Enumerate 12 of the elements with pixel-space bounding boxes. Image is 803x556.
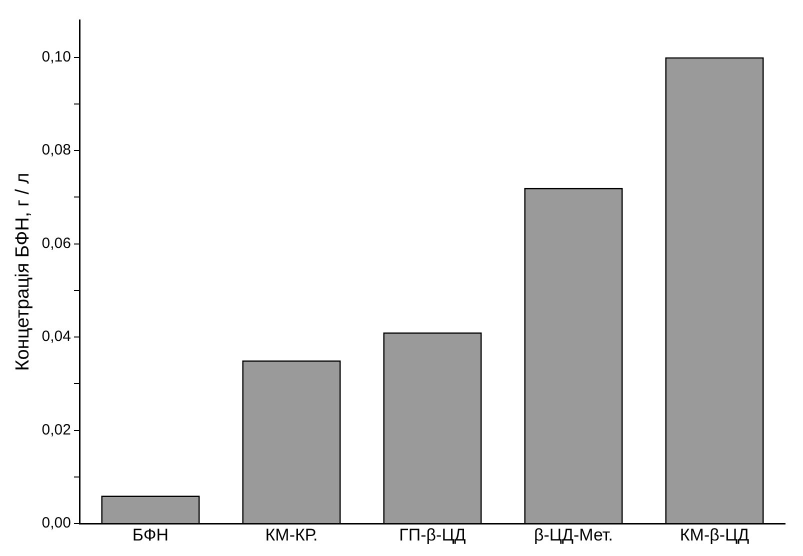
y-tick-label: 0,08 bbox=[42, 142, 71, 159]
x-tick-label: КМ-КР. bbox=[265, 525, 318, 544]
x-tick-label: ГП-β-ЦД bbox=[399, 525, 466, 544]
y-tick-label: 0,02 bbox=[42, 421, 71, 438]
y-tick-label: 0,10 bbox=[42, 48, 71, 66]
x-tick-label: КМ-β-ЦД bbox=[680, 525, 750, 544]
y-axis-title: Концетрація БФН, г / л bbox=[12, 172, 34, 371]
y-tick-label: 0,06 bbox=[42, 234, 71, 252]
y-tick-label: 0,04 bbox=[42, 328, 71, 346]
x-tick-label: БФН bbox=[132, 525, 169, 544]
x-tick-label: β-ЦД-Мет. bbox=[534, 525, 614, 544]
y-tick-label: 0,00 bbox=[42, 514, 71, 532]
